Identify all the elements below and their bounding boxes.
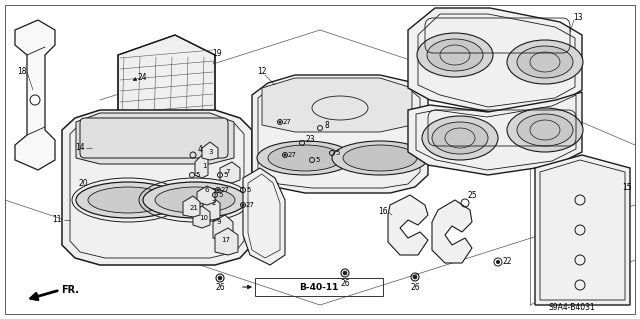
Text: 27: 27 bbox=[283, 119, 291, 125]
Ellipse shape bbox=[257, 141, 353, 175]
Text: 5: 5 bbox=[196, 172, 200, 178]
Ellipse shape bbox=[507, 108, 583, 152]
Ellipse shape bbox=[517, 46, 573, 78]
Polygon shape bbox=[243, 168, 285, 265]
Text: 13: 13 bbox=[573, 13, 583, 23]
Text: FR.: FR. bbox=[61, 285, 79, 295]
Text: 15: 15 bbox=[622, 183, 632, 192]
Text: 9: 9 bbox=[217, 219, 221, 225]
Text: 24: 24 bbox=[137, 72, 147, 81]
Polygon shape bbox=[535, 155, 630, 305]
Text: 1: 1 bbox=[202, 163, 206, 169]
Text: 10: 10 bbox=[200, 215, 209, 221]
Polygon shape bbox=[220, 162, 240, 183]
Ellipse shape bbox=[417, 33, 493, 77]
Circle shape bbox=[497, 261, 499, 263]
Text: 8: 8 bbox=[324, 121, 330, 130]
Polygon shape bbox=[408, 92, 582, 175]
Text: 23: 23 bbox=[305, 136, 315, 145]
Circle shape bbox=[413, 275, 417, 279]
Text: 22: 22 bbox=[502, 256, 512, 265]
Text: 17: 17 bbox=[221, 237, 230, 243]
Text: 27: 27 bbox=[221, 187, 229, 193]
Text: 5: 5 bbox=[316, 157, 320, 163]
Text: 6: 6 bbox=[205, 187, 209, 193]
Text: 4: 4 bbox=[198, 145, 202, 154]
Polygon shape bbox=[76, 113, 234, 164]
Ellipse shape bbox=[143, 182, 247, 218]
Polygon shape bbox=[432, 200, 472, 263]
Text: 11: 11 bbox=[52, 216, 61, 225]
Text: 25: 25 bbox=[467, 191, 477, 201]
Ellipse shape bbox=[332, 141, 428, 175]
Bar bbox=[255, 278, 383, 296]
Polygon shape bbox=[183, 196, 200, 217]
Polygon shape bbox=[408, 8, 582, 112]
Text: 21: 21 bbox=[189, 205, 198, 211]
Polygon shape bbox=[202, 142, 218, 160]
Ellipse shape bbox=[432, 122, 488, 154]
Polygon shape bbox=[15, 20, 55, 170]
Circle shape bbox=[93, 182, 97, 184]
Polygon shape bbox=[262, 78, 412, 132]
Text: 5: 5 bbox=[247, 187, 251, 193]
Ellipse shape bbox=[268, 145, 342, 171]
Text: 27: 27 bbox=[287, 152, 296, 158]
Circle shape bbox=[284, 154, 286, 156]
Text: 5: 5 bbox=[224, 172, 228, 178]
Text: 19: 19 bbox=[212, 48, 222, 57]
Polygon shape bbox=[252, 75, 428, 193]
Text: 7: 7 bbox=[226, 169, 230, 175]
Polygon shape bbox=[118, 35, 215, 175]
Circle shape bbox=[242, 204, 244, 206]
Polygon shape bbox=[213, 215, 233, 240]
Text: 14: 14 bbox=[75, 144, 85, 152]
Polygon shape bbox=[215, 228, 238, 255]
Polygon shape bbox=[62, 110, 252, 265]
Text: 26: 26 bbox=[410, 283, 420, 292]
Polygon shape bbox=[203, 197, 220, 220]
Polygon shape bbox=[193, 206, 210, 228]
Text: 16: 16 bbox=[378, 207, 388, 217]
Text: 5: 5 bbox=[336, 150, 340, 156]
Text: B-40-11: B-40-11 bbox=[300, 283, 339, 292]
Ellipse shape bbox=[343, 145, 417, 171]
Polygon shape bbox=[195, 155, 208, 178]
Text: 20: 20 bbox=[78, 179, 88, 188]
Ellipse shape bbox=[155, 187, 235, 213]
Text: 18: 18 bbox=[17, 68, 27, 77]
Text: 27: 27 bbox=[246, 202, 255, 208]
Ellipse shape bbox=[88, 187, 168, 213]
Text: 3: 3 bbox=[209, 149, 213, 155]
Ellipse shape bbox=[76, 182, 180, 218]
Circle shape bbox=[218, 276, 222, 280]
Ellipse shape bbox=[517, 114, 573, 146]
Text: 5: 5 bbox=[219, 192, 223, 198]
Text: S9A4-B4031: S9A4-B4031 bbox=[548, 303, 595, 313]
Text: 12: 12 bbox=[257, 68, 267, 77]
Text: 26: 26 bbox=[215, 284, 225, 293]
Polygon shape bbox=[197, 186, 215, 205]
Ellipse shape bbox=[422, 116, 498, 160]
Text: 2: 2 bbox=[212, 200, 216, 206]
Polygon shape bbox=[388, 195, 428, 255]
FancyBboxPatch shape bbox=[80, 118, 228, 158]
Ellipse shape bbox=[427, 39, 483, 71]
Circle shape bbox=[279, 121, 281, 123]
Circle shape bbox=[217, 189, 219, 191]
Ellipse shape bbox=[507, 40, 583, 84]
Circle shape bbox=[343, 271, 347, 275]
Text: 26: 26 bbox=[340, 278, 350, 287]
